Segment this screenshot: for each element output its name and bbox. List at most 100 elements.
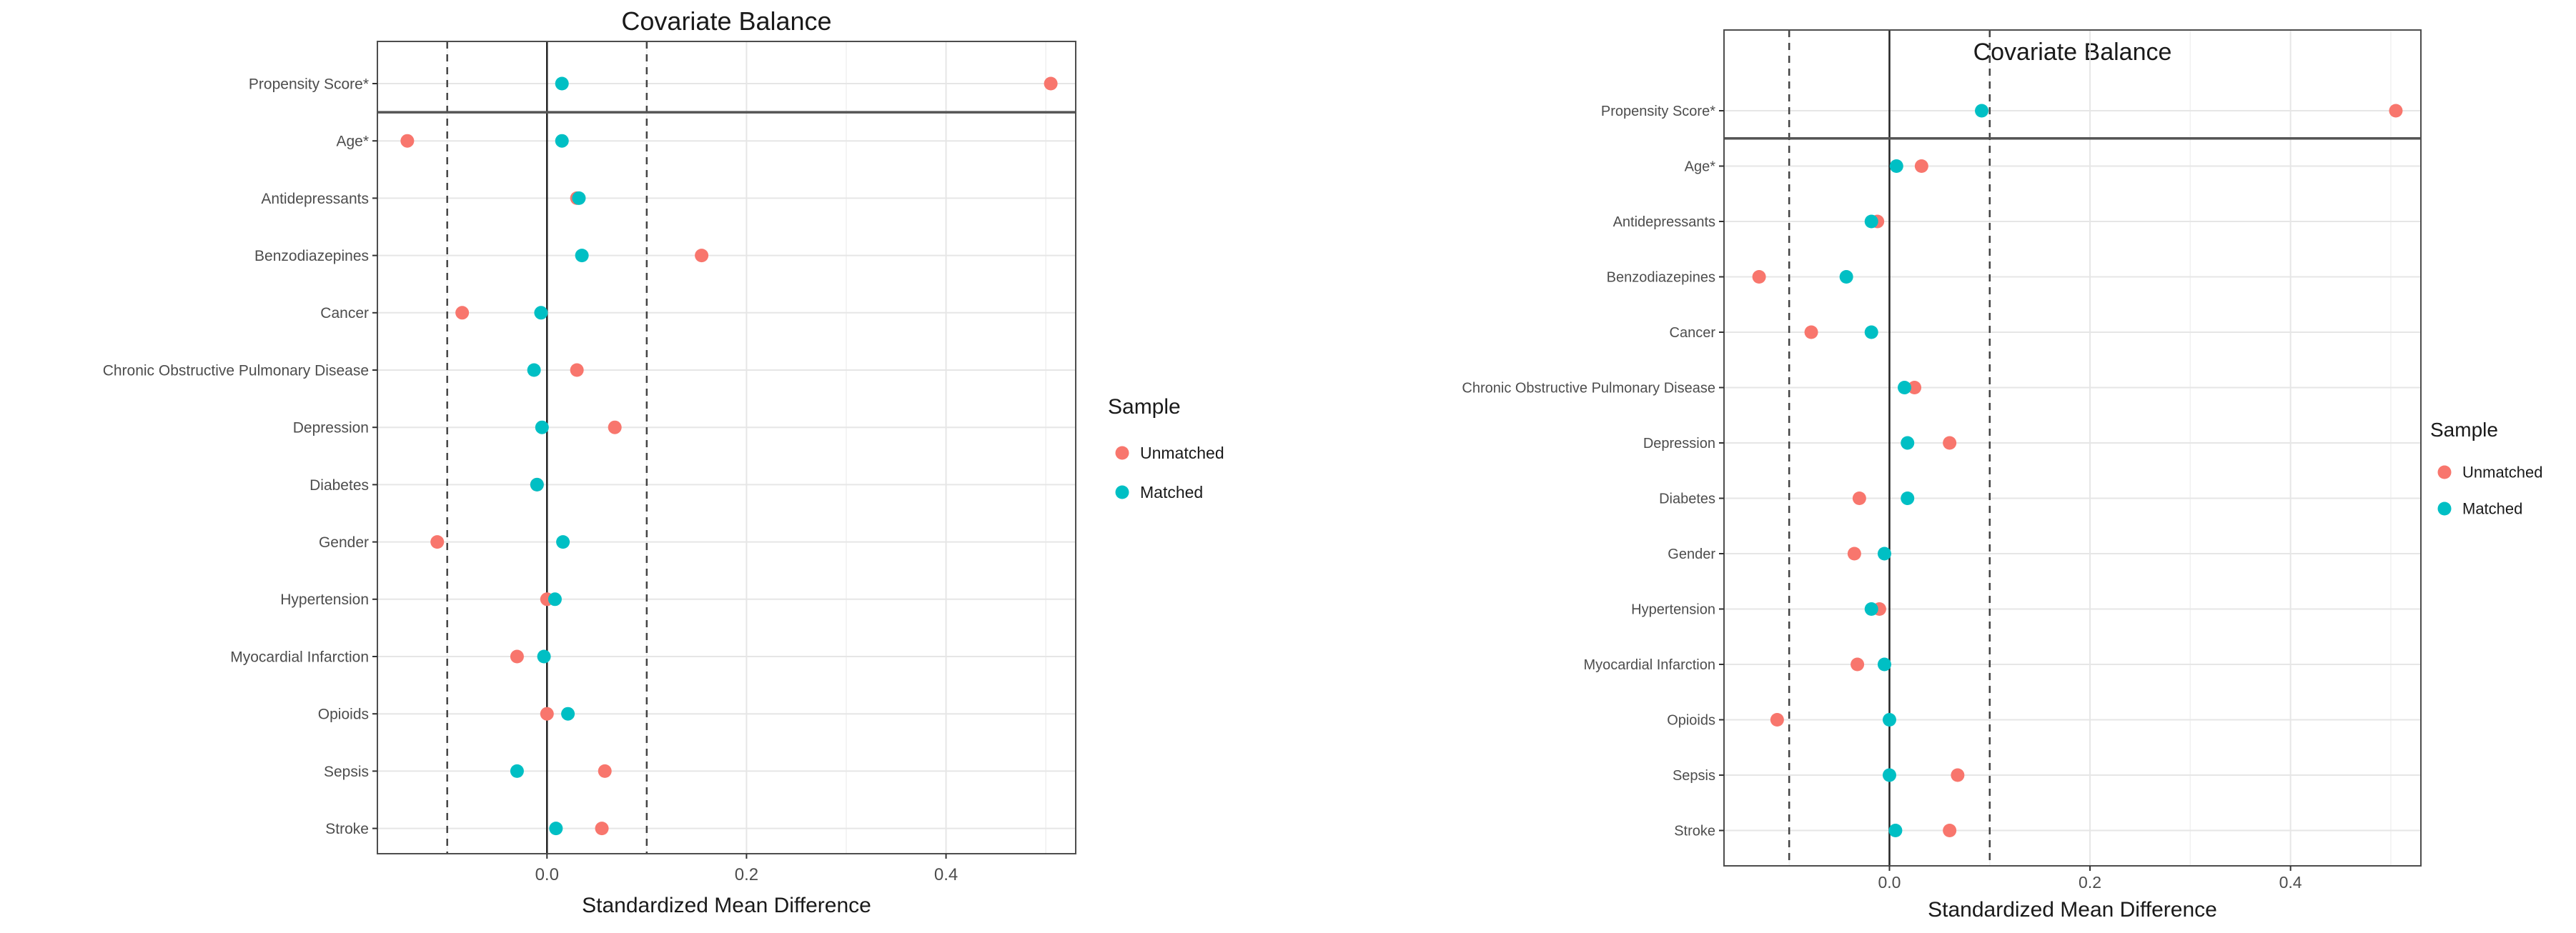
data-point-matched [1877, 657, 1891, 672]
data-point-matched [1888, 824, 1903, 837]
legend-key-matched [1115, 485, 1129, 499]
legend-label-unmatched: Unmatched [2462, 464, 2543, 482]
x-tick-label: 0.2 [2079, 873, 2101, 892]
data-point-matched [537, 649, 551, 664]
data-point-matched [549, 822, 563, 836]
y-tick-label: Opioids [1667, 713, 1715, 729]
y-tick-label: Depression [293, 420, 369, 436]
data-point-unmatched [430, 535, 445, 549]
y-tick-label: Benzodiazepines [254, 248, 369, 264]
series-matched [1839, 104, 1989, 837]
major-gridlines [546, 41, 947, 854]
data-point-matched [1889, 159, 1903, 173]
data-point-unmatched [608, 420, 622, 434]
x-tick-label: 0.2 [735, 865, 758, 884]
row-gridlines [377, 83, 1076, 829]
y-tick-label: Opioids [318, 707, 369, 723]
x-tick-label: 0.4 [2279, 873, 2302, 892]
y-tick-label: Cancer [320, 305, 369, 321]
data-point-unmatched [540, 707, 554, 721]
y-tick-label: Antidepressants [1613, 214, 1715, 230]
data-point-unmatched [1943, 824, 1957, 837]
y-tick-label: Sepsis [1673, 768, 1715, 784]
x-axis-title: Standardized Mean Difference [582, 894, 871, 917]
x-tick-label: 0.0 [535, 865, 559, 884]
data-point-matched [1877, 547, 1891, 561]
y-tick-label: Myocardial Infarction [1583, 657, 1715, 673]
y-tick-label: Stroke [1674, 824, 1715, 839]
y-tick-label: Depression [1643, 436, 1715, 451]
series-unmatched [400, 76, 1058, 836]
data-point-matched [572, 191, 586, 205]
legend-label-matched: Matched [2462, 500, 2522, 518]
legend-title: Sample [1108, 395, 1181, 419]
chart-2: Covariate Balance Propensity Score* Age* An… [1462, 29, 2543, 922]
data-point-unmatched [510, 649, 524, 664]
data-point-matched [534, 306, 548, 320]
legend-label-unmatched: Unmatched [1140, 444, 1224, 462]
data-point-matched [530, 477, 544, 492]
plot-panel-border [1723, 29, 2422, 867]
x-axis-labels: 0.0 0.2 0.4 [535, 854, 958, 884]
legend-title: Sample [2430, 419, 2498, 441]
legend-key-unmatched [2437, 465, 2452, 479]
y-tick-label: Benzodiazepines [1607, 270, 1715, 286]
data-point-unmatched [1044, 76, 1058, 91]
chart-title: Covariate Balance [621, 6, 831, 36]
y-axis-labels: Propensity Score* Age* Antidepressants Benz… [1462, 104, 1724, 839]
y-tick-label: Age* [336, 134, 369, 150]
y-tick-label: Antidepressants [261, 191, 369, 207]
data-point-unmatched [400, 134, 415, 148]
y-tick-label: Propensity Score* [1601, 104, 1715, 119]
chart-title: Covariate Balance [1973, 39, 2172, 66]
data-point-matched [527, 363, 541, 377]
data-point-matched [1864, 214, 1878, 229]
y-tick-label: Diabetes [309, 477, 369, 494]
y-tick-label: Chronic Obstructive Pulmonary Disease [103, 362, 369, 379]
y-tick-label: Stroke [325, 821, 369, 837]
plot-panel-border [377, 41, 1076, 854]
data-point-matched [1898, 381, 1912, 394]
legend-label-matched: Matched [1140, 483, 1203, 502]
x-tick-label: 0.0 [1878, 873, 1901, 892]
chart-1: Covariate Balance Propensity Score* Age* An… [103, 6, 1224, 917]
y-tick-label: Diabetes [1659, 492, 1715, 507]
series-matched [510, 76, 589, 836]
data-point-unmatched [598, 764, 612, 778]
x-axis-title: Standardized Mean Difference [1928, 898, 2217, 922]
data-point-unmatched [570, 363, 584, 377]
legend: Sample Unmatched Matched [2430, 419, 2543, 518]
data-point-unmatched [1914, 159, 1928, 173]
data-point-unmatched [1852, 492, 1866, 505]
y-tick-label: Gender [319, 534, 369, 551]
x-axis-labels: 0.0 0.2 0.4 [1878, 866, 2302, 892]
legend-key-unmatched [1115, 446, 1129, 460]
data-point-unmatched [1770, 713, 1784, 727]
row-gridlines [1724, 110, 2421, 832]
data-point-unmatched [1804, 325, 1818, 339]
data-point-unmatched [1908, 381, 1922, 394]
data-point-matched [556, 535, 570, 549]
data-point-matched [1882, 713, 1896, 727]
data-point-unmatched [1951, 768, 1965, 782]
y-tick-label: Sepsis [324, 764, 369, 780]
data-point-matched [1882, 768, 1896, 782]
series-unmatched [1752, 104, 2403, 837]
data-point-matched [510, 764, 524, 778]
legend-key-matched [2437, 502, 2452, 516]
x-tick-label: 0.4 [934, 865, 958, 884]
data-point-matched [535, 420, 549, 434]
data-point-unmatched [1943, 436, 1957, 450]
data-point-matched [1975, 104, 1989, 118]
data-point-matched [575, 249, 589, 263]
y-tick-label: Hypertension [1631, 602, 1715, 618]
data-point-matched [555, 76, 569, 91]
y-tick-label: Gender [1668, 547, 1715, 562]
data-point-matched [1901, 436, 1915, 450]
y-tick-label: Propensity Score* [249, 76, 369, 92]
y-tick-label: Chronic Obstructive Pulmonary Disease [1462, 381, 1715, 396]
y-tick-label: Hypertension [280, 592, 369, 608]
data-point-matched [1839, 270, 1853, 284]
y-axis-labels: Propensity Score* Age* Antidepressants Benz… [103, 76, 377, 837]
